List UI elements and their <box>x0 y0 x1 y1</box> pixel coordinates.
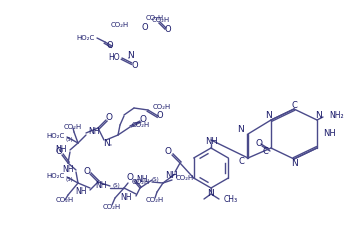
Text: O: O <box>84 166 90 175</box>
Text: NH: NH <box>56 145 67 153</box>
Text: CH₃: CH₃ <box>224 195 238 205</box>
Text: N: N <box>208 188 214 197</box>
Text: O: O <box>140 114 147 123</box>
Text: CO₂H: CO₂H <box>64 124 82 130</box>
Text: CO₂H: CO₂H <box>152 17 170 23</box>
Text: (S): (S) <box>112 183 120 188</box>
Text: HO₂C: HO₂C <box>47 133 65 139</box>
Text: NH: NH <box>205 138 218 146</box>
Text: O: O <box>56 148 63 156</box>
Text: O: O <box>165 25 171 35</box>
Text: HO₂C: HO₂C <box>77 35 95 41</box>
Text: O: O <box>142 24 148 32</box>
Text: CO₂H: CO₂H <box>103 204 121 210</box>
Text: (S): (S) <box>151 178 159 183</box>
Text: ': ' <box>127 56 129 62</box>
Text: CO₂H: CO₂H <box>146 197 164 203</box>
Text: N: N <box>103 138 109 148</box>
Text: CO₂H: CO₂H <box>56 197 74 203</box>
Text: NH: NH <box>75 188 87 197</box>
Text: CO₂H: CO₂H <box>132 179 150 185</box>
Text: CO₂H: CO₂H <box>111 22 129 28</box>
Text: (S): (S) <box>65 138 73 143</box>
Text: C: C <box>262 148 268 156</box>
Text: ': ' <box>109 143 111 149</box>
Text: C: C <box>238 158 244 166</box>
Text: NH: NH <box>166 170 178 180</box>
Text: NH: NH <box>95 182 107 190</box>
Text: O: O <box>105 113 112 121</box>
Text: CO₂H: CO₂H <box>176 175 194 181</box>
Text: CO₂H: CO₂H <box>153 104 171 110</box>
Text: O: O <box>256 138 262 148</box>
Text: N: N <box>290 158 297 168</box>
Text: O: O <box>164 148 172 156</box>
Text: O: O <box>132 61 138 69</box>
Text: N: N <box>237 126 244 135</box>
Text: NH: NH <box>63 165 74 173</box>
Text: NH: NH <box>120 193 132 202</box>
Text: CO₂H: CO₂H <box>132 122 150 128</box>
Text: CO₂H: CO₂H <box>146 15 164 21</box>
Text: NH₂: NH₂ <box>329 111 344 121</box>
Text: (S): (S) <box>65 178 73 183</box>
Text: NH: NH <box>88 128 99 136</box>
Text: HO₂C: HO₂C <box>47 173 65 179</box>
Text: NH: NH <box>136 175 148 183</box>
Text: N: N <box>266 111 272 121</box>
Text: NH: NH <box>323 129 336 138</box>
Text: N: N <box>316 111 323 121</box>
Text: O: O <box>157 111 163 119</box>
Text: C: C <box>291 101 297 109</box>
Text: O: O <box>126 173 134 183</box>
Text: O: O <box>107 40 113 49</box>
Text: HO: HO <box>108 54 120 62</box>
Text: N: N <box>127 50 134 59</box>
